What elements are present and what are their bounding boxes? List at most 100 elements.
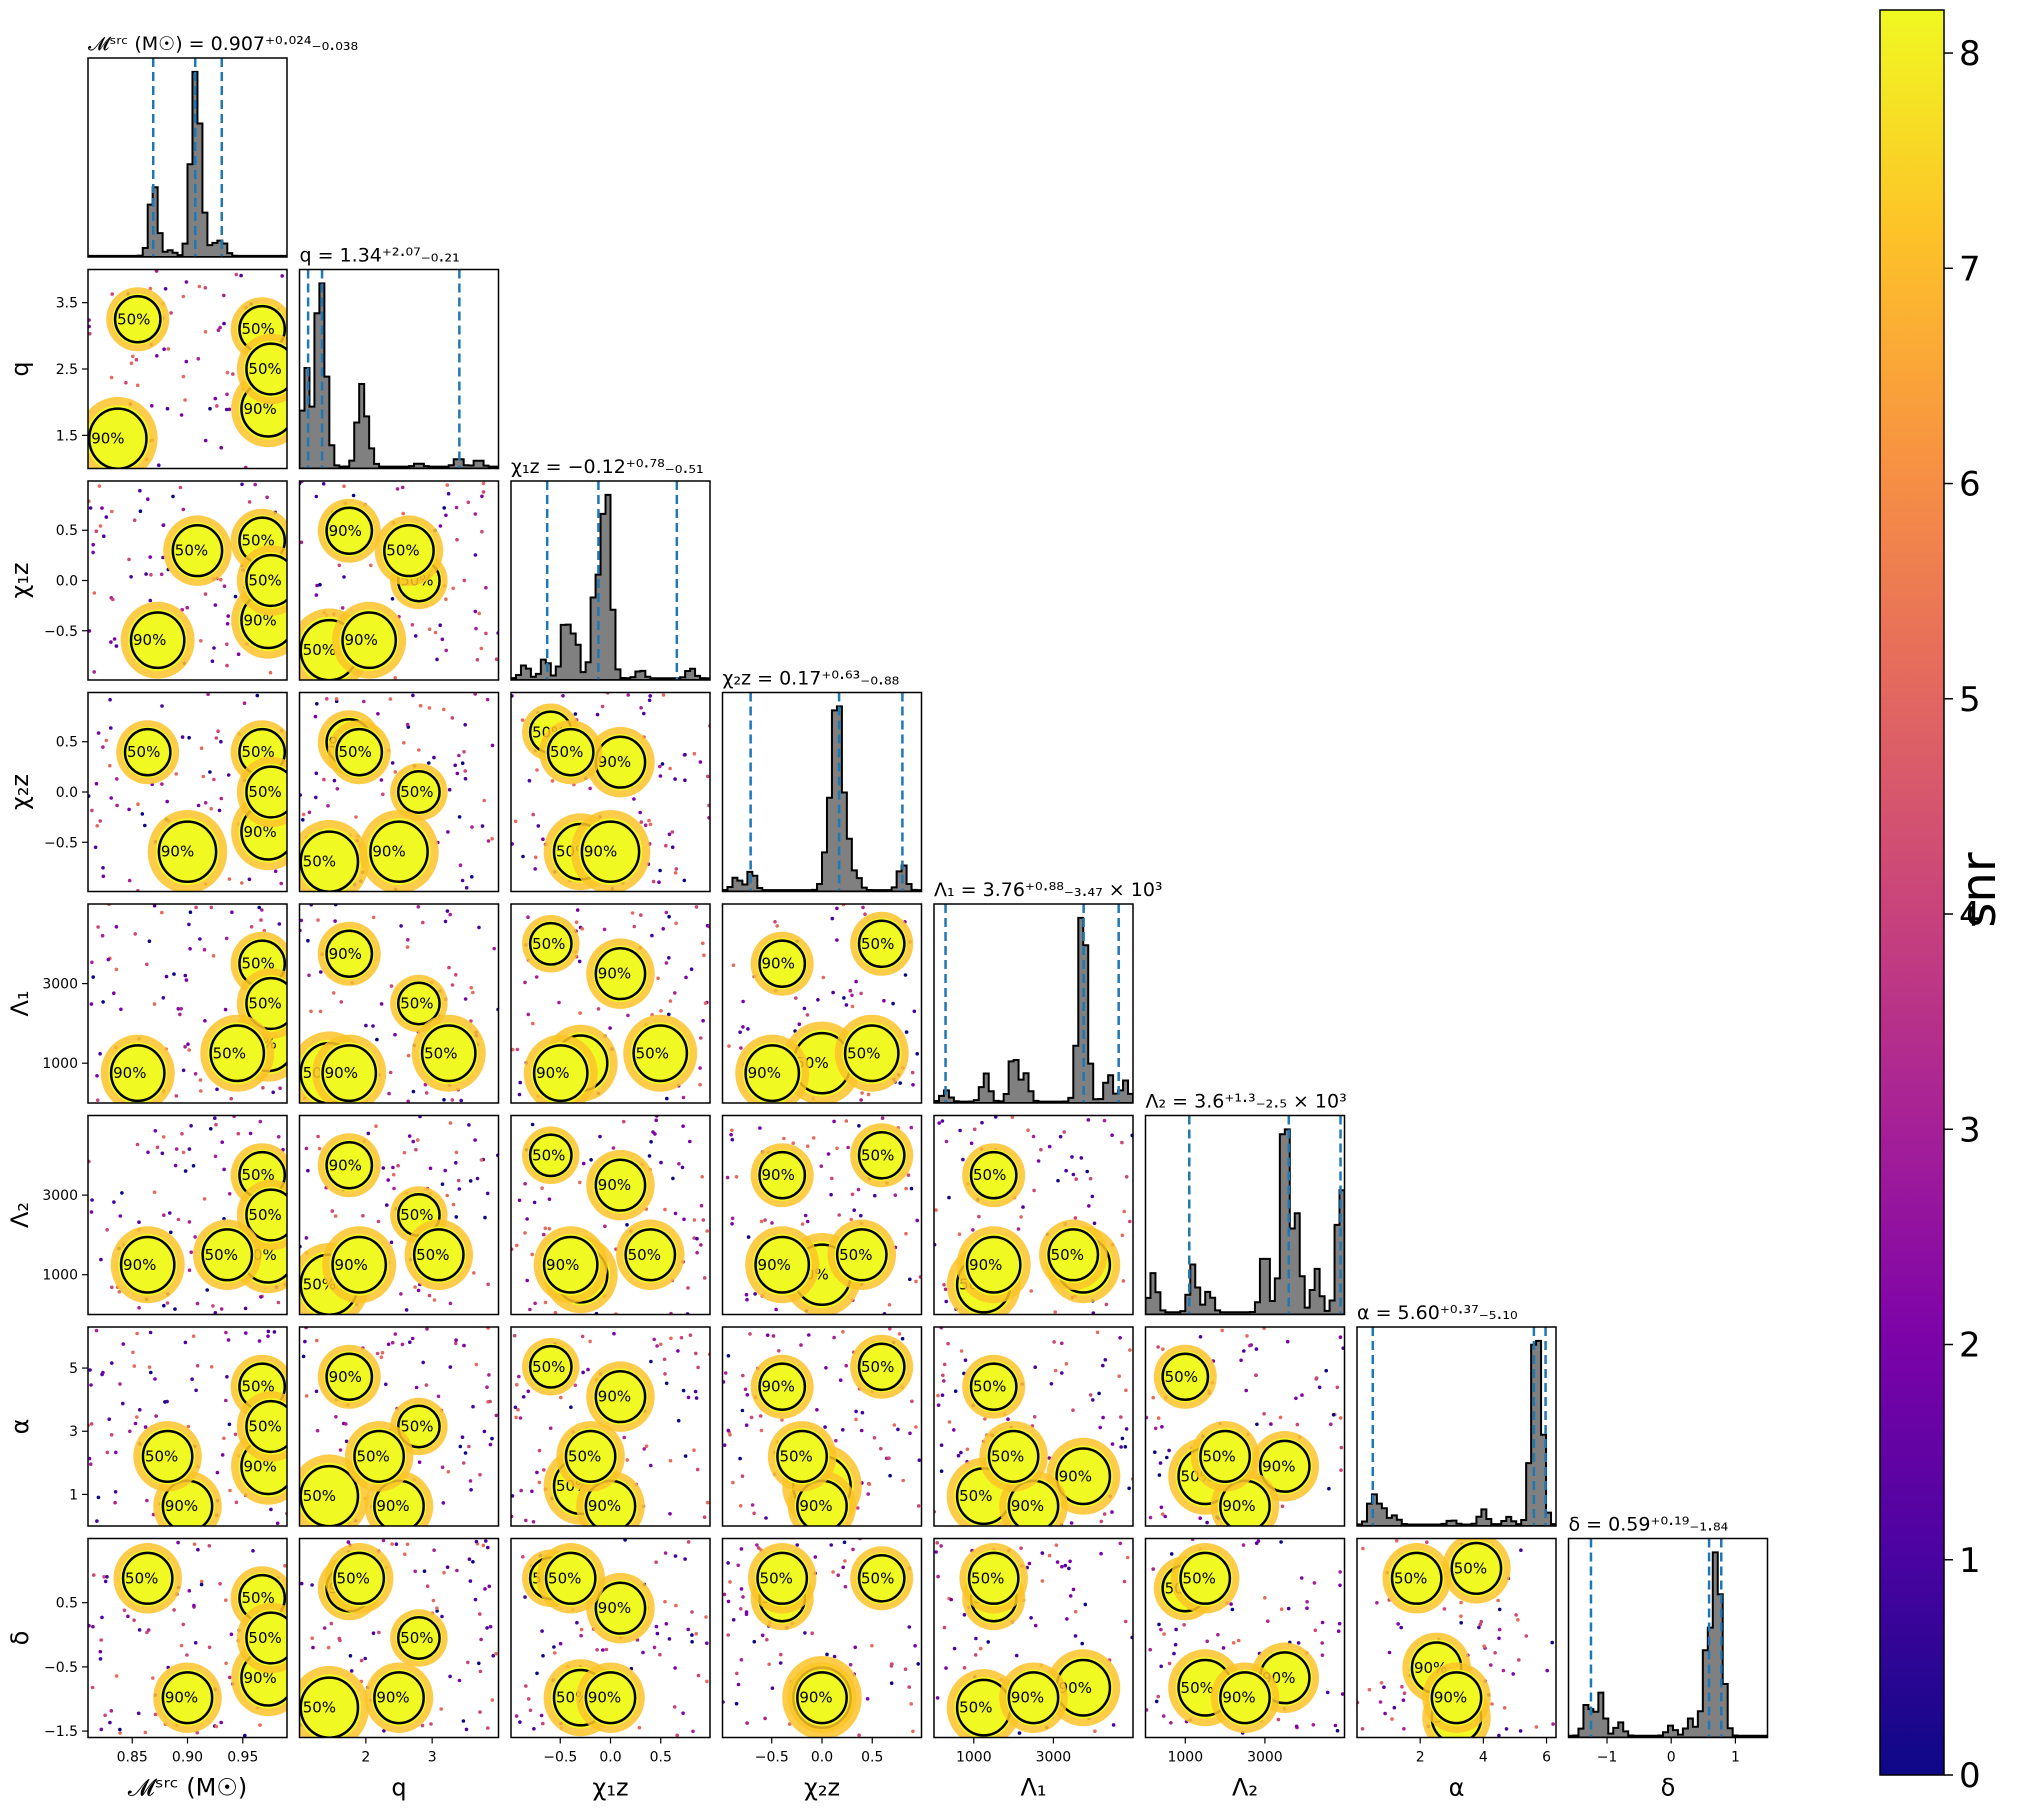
contour-label: 50%	[1394, 1569, 1427, 1587]
sample-point	[1017, 1731, 1022, 1735]
sample-point	[841, 1428, 845, 1432]
sample-point	[1216, 1632, 1220, 1637]
sample-point	[272, 1330, 277, 1334]
panel-content: 50%90%50%90%50%	[1357, 1538, 1555, 1738]
sample-point	[390, 1340, 395, 1345]
sample-point	[183, 398, 187, 402]
sample-point	[632, 797, 636, 801]
contour-label: 50%	[550, 743, 583, 761]
contour-line	[325, 1140, 374, 1190]
sample-point	[728, 1433, 732, 1437]
sample-point	[743, 1387, 748, 1392]
sample-point	[1312, 1581, 1317, 1585]
sample-point	[277, 922, 282, 926]
sample-point	[477, 1661, 481, 1666]
sample-point	[1097, 1391, 1101, 1396]
sample-point	[962, 1613, 967, 1617]
sample-point	[110, 292, 114, 296]
sample-point	[735, 1671, 739, 1676]
sample-point	[214, 736, 219, 740]
scatter-panel-alpha-vs-q: 50%90%50%90%50%	[298, 1326, 500, 1527]
sample-point	[879, 1446, 883, 1451]
sample-point	[936, 1403, 941, 1407]
sample-point	[340, 606, 345, 610]
sample-point	[454, 973, 458, 977]
density-blob-peak	[755, 1056, 789, 1091]
density-blob-peak	[344, 1562, 375, 1594]
sample-point	[705, 1500, 710, 1505]
panel-frame	[298, 903, 500, 1104]
sample-point	[749, 1415, 754, 1420]
contour-line	[1179, 1551, 1232, 1605]
sample-point	[765, 1637, 769, 1642]
sample-point	[467, 1123, 471, 1127]
contour-label: 90%	[762, 955, 795, 973]
x-tick-label: 0.5	[861, 1750, 883, 1766]
sample-point	[405, 722, 410, 727]
contour-label: 50%	[127, 743, 160, 761]
sample-point	[416, 905, 421, 909]
sample-point	[194, 905, 198, 910]
sample-point	[528, 1708, 533, 1713]
sample-point	[986, 1640, 990, 1644]
panel-content	[722, 692, 922, 892]
sample-point	[658, 868, 662, 873]
sample-point	[317, 1146, 322, 1151]
sample-point	[127, 807, 131, 812]
x-tick-label: 0.5	[650, 1750, 672, 1766]
sample-point	[791, 1141, 795, 1145]
density-blob-peak	[767, 1562, 798, 1594]
sample-point	[143, 1730, 148, 1735]
sample-point	[1161, 1347, 1165, 1351]
sample-point	[275, 1521, 280, 1526]
sample-point	[1073, 1634, 1078, 1638]
sample-point	[1110, 1442, 1115, 1446]
sample-point	[91, 1624, 95, 1629]
sample-point	[354, 815, 358, 819]
sample-point	[464, 1727, 469, 1732]
sample-point	[485, 1626, 489, 1630]
sample-point	[1231, 1641, 1236, 1645]
sample-point	[479, 646, 484, 651]
sample-point	[224, 1330, 228, 1335]
sample-point	[1069, 1521, 1074, 1525]
contour-label: 50%	[861, 935, 894, 953]
sample-point	[1068, 1559, 1072, 1564]
panel-frame	[1144, 1326, 1346, 1527]
sample-point	[648, 694, 652, 698]
sample-point	[244, 1331, 248, 1335]
sample-point	[450, 1098, 455, 1102]
sample-point	[442, 506, 447, 510]
sample-point	[225, 392, 229, 397]
contour-line	[1450, 1541, 1503, 1595]
sample-point	[100, 506, 104, 510]
sample-point	[675, 1733, 679, 1738]
sample-point	[523, 980, 527, 985]
sample-point	[1098, 1425, 1102, 1430]
sample-point	[1036, 1159, 1041, 1163]
contour-line	[109, 1044, 166, 1103]
sample-point	[417, 1460, 422, 1464]
sample-point	[260, 908, 264, 912]
sample-point	[739, 1658, 744, 1662]
sample-point	[226, 1338, 231, 1342]
sample-point	[579, 1627, 584, 1632]
sample-point	[224, 936, 229, 941]
sample-point	[115, 777, 119, 781]
sample-point	[698, 1066, 702, 1070]
sample-point	[647, 818, 651, 823]
sample-point	[664, 843, 668, 848]
sample-point	[683, 778, 687, 782]
sample-point	[973, 1653, 978, 1657]
panel-content	[511, 481, 710, 680]
sample-point	[484, 585, 488, 590]
sample-point	[90, 1198, 94, 1202]
sample-point	[445, 1565, 450, 1569]
sample-point	[473, 1138, 477, 1142]
sample-point	[668, 1512, 672, 1516]
sample-point	[807, 1333, 811, 1337]
sample-point	[418, 703, 423, 708]
sample-point	[271, 1090, 276, 1095]
sample-point	[1156, 1694, 1160, 1699]
sample-point	[148, 1330, 153, 1335]
